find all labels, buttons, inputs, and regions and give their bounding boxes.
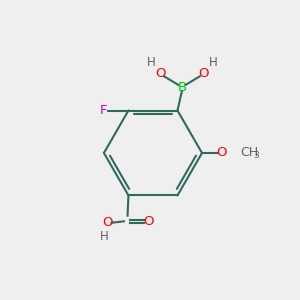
Text: O: O bbox=[216, 146, 226, 160]
Text: O: O bbox=[198, 68, 208, 80]
Text: B: B bbox=[177, 81, 187, 94]
Text: H: H bbox=[208, 56, 217, 69]
Text: H: H bbox=[147, 56, 155, 69]
Text: O: O bbox=[102, 216, 113, 229]
Text: H: H bbox=[100, 230, 109, 243]
Text: O: O bbox=[143, 215, 154, 228]
Text: 3: 3 bbox=[253, 152, 259, 160]
Text: CH: CH bbox=[240, 146, 258, 160]
Text: O: O bbox=[155, 68, 166, 80]
Text: F: F bbox=[99, 104, 107, 117]
